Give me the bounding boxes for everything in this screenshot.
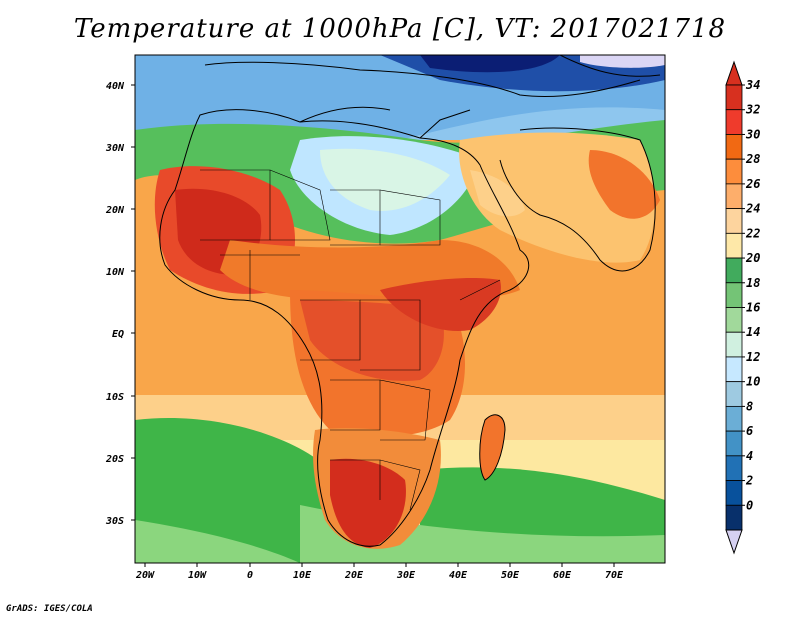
map-frame bbox=[134, 54, 666, 564]
lat-tick-10s: 10S bbox=[106, 392, 135, 403]
colorbar-label: 34 bbox=[745, 78, 760, 92]
svg-text:10E: 10E bbox=[293, 570, 312, 581]
colorbar-swatch bbox=[725, 307, 743, 333]
colorbar-label: 20 bbox=[745, 251, 760, 265]
lat-tick-10n: 10N bbox=[106, 267, 135, 278]
colorbar-swatch bbox=[725, 480, 743, 506]
lon-tick-60e: 60E bbox=[553, 563, 572, 581]
colorbar-label: 14 bbox=[746, 325, 760, 339]
svg-text:40N: 40N bbox=[106, 81, 125, 92]
lon-tick-40e: 40E bbox=[449, 563, 468, 581]
colorbar-label: 32 bbox=[745, 103, 760, 117]
colorbar-swatch bbox=[725, 109, 743, 135]
colorbar-label: 30 bbox=[745, 127, 760, 141]
lon-tick-10w: 10W bbox=[188, 563, 207, 581]
colorbar-label: 8 bbox=[746, 399, 753, 413]
lon-tick-0: 0 bbox=[247, 563, 253, 581]
lat-tick-40n: 40N bbox=[106, 81, 135, 92]
colorbar-swatch bbox=[725, 257, 743, 284]
svg-text:30E: 30E bbox=[396, 570, 416, 581]
colorbar-swatch bbox=[725, 331, 743, 358]
colorbar-swatch bbox=[725, 504, 743, 531]
colorbar-swatch bbox=[725, 134, 743, 160]
lon-tick-30e: 30E bbox=[396, 563, 416, 581]
colorbar-swatch bbox=[725, 405, 743, 432]
lon-tick-20w: 20W bbox=[135, 563, 155, 581]
colorbar-swatch bbox=[725, 356, 743, 383]
credit-label: GrADS: IGES/COLA bbox=[6, 604, 93, 614]
lat-tick-eq: EQ bbox=[112, 329, 135, 340]
colorbar-under-arrow bbox=[725, 529, 743, 555]
svg-text:40E: 40E bbox=[449, 570, 468, 581]
colorbar-swatch bbox=[725, 232, 743, 259]
colorbar-swatch bbox=[725, 282, 743, 308]
colorbar-label: 12 bbox=[746, 350, 760, 364]
map-field bbox=[135, 55, 665, 563]
svg-text:60E: 60E bbox=[553, 570, 572, 581]
lat-tick-20s: 20S bbox=[105, 454, 135, 465]
svg-text:20S: 20S bbox=[105, 454, 124, 465]
colorbar-label: 16 bbox=[746, 301, 760, 315]
colorbar-label: 4 bbox=[746, 449, 753, 463]
colorbar-swatch bbox=[725, 84, 743, 111]
svg-text:30N: 30N bbox=[105, 143, 125, 154]
latitude-axis: 40N 30N 20N 10N EQ 10S 20S 30S bbox=[105, 81, 135, 527]
colorbar-label: 24 bbox=[745, 202, 760, 216]
country-borders bbox=[200, 169, 501, 511]
coastlines bbox=[159, 55, 661, 547]
colorbar-swatch bbox=[725, 158, 743, 185]
svg-text:20N: 20N bbox=[105, 205, 125, 216]
svg-text:10N: 10N bbox=[106, 267, 125, 278]
svg-text:70E: 70E bbox=[605, 570, 624, 581]
svg-text:50E: 50E bbox=[501, 570, 520, 581]
svg-text:30S: 30S bbox=[105, 516, 124, 527]
lon-tick-10e: 10E bbox=[293, 563, 312, 581]
lat-tick-30s: 30S bbox=[105, 516, 135, 527]
colorbar-swatch bbox=[725, 183, 743, 210]
lon-tick-20e: 20E bbox=[344, 563, 364, 581]
lat-tick-20n: 20N bbox=[105, 205, 135, 216]
colorbar-label: 18 bbox=[746, 276, 760, 290]
svg-text:10S: 10S bbox=[106, 392, 124, 403]
svg-text:0: 0 bbox=[247, 570, 253, 581]
colorbar-label: 28 bbox=[745, 152, 760, 166]
colorbar-swatch bbox=[725, 455, 743, 481]
longitude-axis: 20W 10W 0 10E 20E 30E 40E 50E 60E 70E bbox=[135, 563, 624, 581]
colorbar-over-arrow bbox=[725, 60, 743, 86]
svg-text:20W: 20W bbox=[135, 570, 155, 581]
colorbar-label: 6 bbox=[746, 424, 753, 438]
svg-text:20E: 20E bbox=[344, 570, 364, 581]
svg-text:10W: 10W bbox=[188, 570, 207, 581]
lat-tick-30n: 30N bbox=[105, 143, 135, 154]
lon-tick-50e: 50E bbox=[501, 563, 520, 581]
lon-tick-70e: 70E bbox=[605, 563, 624, 581]
map-title: Temperature at 1000hPa [C], VT: 20170217… bbox=[73, 14, 727, 44]
colorbar-label: 0 bbox=[746, 498, 753, 512]
colorbar-label: 2 bbox=[745, 474, 753, 488]
colorbar-swatch bbox=[725, 381, 743, 407]
svg-text:EQ: EQ bbox=[112, 329, 124, 340]
colorbar-swatch bbox=[725, 430, 743, 457]
colorbar-swatch bbox=[725, 208, 743, 234]
colorbar-label: 22 bbox=[745, 226, 760, 240]
colorbar-label: 10 bbox=[746, 375, 760, 389]
colorbar-label: 26 bbox=[745, 177, 760, 191]
